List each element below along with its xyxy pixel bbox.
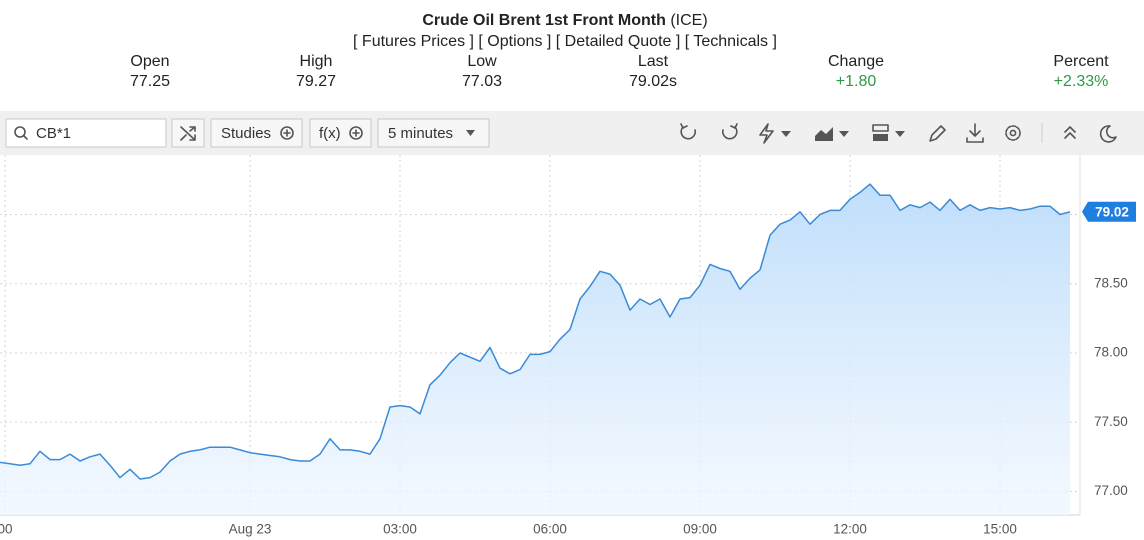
quote: Open 77.25 High 79.27 Low 77.03 Last 79.… bbox=[130, 53, 1109, 90]
link[interactable]: [ Technicals ] bbox=[685, 33, 777, 50]
dropdown-arrow bbox=[839, 131, 849, 137]
quote-value: +1.80 bbox=[836, 73, 877, 90]
draw-icon[interactable] bbox=[929, 125, 946, 142]
flash-icon[interactable] bbox=[759, 123, 774, 144]
function-button[interactable] bbox=[309, 118, 372, 148]
title-name: Crude Oil Brent 1st Front Month bbox=[422, 12, 666, 29]
settings-icon bbox=[1009, 129, 1017, 137]
x-tick-label: 03:00 bbox=[383, 522, 417, 537]
quote-label: High bbox=[300, 53, 333, 70]
line bbox=[0, 183, 1071, 480]
layout-icon bbox=[873, 134, 888, 141]
link[interactable]: [ Options ] bbox=[478, 33, 551, 50]
quote-value: +2.33% bbox=[1054, 73, 1109, 90]
x-tick-label: 09:00 bbox=[683, 522, 717, 537]
x-tick-label: 00 bbox=[0, 522, 13, 537]
x-tick-label: 15:00 bbox=[983, 522, 1017, 537]
quote-label: Change bbox=[828, 53, 884, 70]
plus-icon bbox=[280, 126, 294, 140]
x-tick-label: 06:00 bbox=[533, 522, 567, 537]
search-text: CB*1 bbox=[36, 125, 71, 142]
dropdown-arrow bbox=[466, 130, 475, 136]
interval-text: 5 minutes bbox=[388, 125, 453, 142]
quote-value: 77.03 bbox=[462, 73, 502, 90]
studies-text: Studies bbox=[221, 125, 271, 142]
download-icon[interactable] bbox=[966, 123, 984, 143]
series bbox=[0, 183, 1071, 515]
chart-type-icon[interactable] bbox=[815, 127, 833, 141]
last-price-label: 79.02 bbox=[1095, 204, 1129, 219]
y-tick-label: 77.00 bbox=[1094, 483, 1128, 498]
exchange: (ICE) bbox=[670, 12, 707, 29]
search-box[interactable] bbox=[5, 118, 167, 148]
quote-label: Percent bbox=[1053, 53, 1109, 70]
last-price-tag bbox=[1082, 201, 1136, 222]
layout-icon[interactable] bbox=[872, 124, 889, 132]
dropdown-arrow bbox=[895, 131, 905, 137]
shuffle-icon bbox=[180, 126, 196, 141]
y-tick-label: 78.50 bbox=[1094, 275, 1128, 290]
area bbox=[0, 184, 1070, 515]
quote-label: Last bbox=[638, 53, 669, 70]
link[interactable]: [ Futures Prices ] bbox=[353, 33, 474, 50]
theme-icon[interactable] bbox=[1099, 125, 1117, 143]
function-text: f(x) bbox=[319, 125, 341, 142]
quote-value: 79.27 bbox=[296, 73, 336, 90]
quote-label: Open bbox=[130, 53, 169, 70]
search-icon bbox=[14, 126, 26, 138]
search-icon bbox=[23, 135, 28, 140]
title: Crude Oil Brent 1st Front Month (ICE) bbox=[422, 12, 707, 29]
collapse-icon[interactable] bbox=[1064, 126, 1076, 139]
plus-icon bbox=[283, 129, 291, 137]
plus-icon bbox=[349, 126, 363, 140]
undo-icon[interactable] bbox=[680, 123, 696, 140]
settings-icon[interactable] bbox=[1005, 125, 1021, 141]
interval-button[interactable] bbox=[377, 118, 490, 148]
y-tick-label: 77.50 bbox=[1094, 414, 1128, 429]
link[interactable]: [ Detailed Quote ] bbox=[556, 33, 681, 50]
dropdown-arrow bbox=[781, 131, 791, 137]
quote-label: Low bbox=[467, 53, 497, 70]
links: [ Futures Prices ] [ Options ] [ Detaile… bbox=[353, 33, 777, 50]
x-tick-label: Aug 23 bbox=[229, 522, 272, 537]
quote-value: 77.25 bbox=[130, 73, 170, 90]
redo-icon[interactable] bbox=[722, 123, 738, 140]
quote-value: 79.02s bbox=[629, 73, 677, 90]
x-tick-label: 12:00 bbox=[833, 522, 867, 537]
y-tick-label: 78.00 bbox=[1094, 345, 1128, 360]
toolbar: CB*1 Studies f(x) 5 minutes bbox=[0, 111, 1144, 155]
plus-icon bbox=[352, 129, 360, 137]
